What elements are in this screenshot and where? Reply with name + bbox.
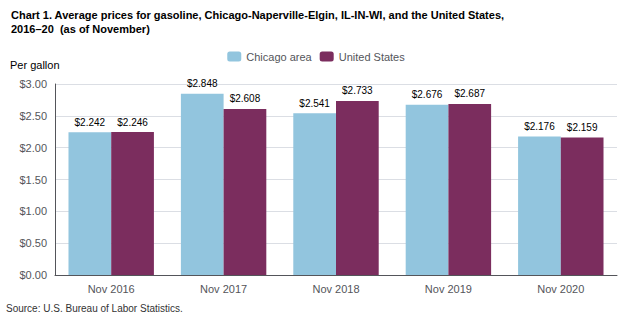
- svg-text:$2.00: $2.00: [19, 142, 47, 154]
- svg-text:$2.50: $2.50: [19, 110, 47, 122]
- svg-text:Nov 2020: Nov 2020: [537, 283, 584, 295]
- svg-text:$2.676: $2.676: [412, 89, 443, 100]
- svg-text:$2.159: $2.159: [567, 122, 598, 133]
- svg-text:Chart 1. Average prices for ga: Chart 1. Average prices for gasoline, Ch…: [11, 9, 504, 21]
- svg-text:$2.242: $2.242: [75, 117, 106, 128]
- svg-text:$2.608: $2.608: [230, 93, 261, 104]
- svg-text:$2.848: $2.848: [187, 78, 218, 89]
- svg-text:$1.50: $1.50: [19, 174, 47, 186]
- svg-text:Nov 2019: Nov 2019: [425, 283, 472, 295]
- svg-text:$0.00: $0.00: [19, 269, 47, 281]
- svg-text:$2.733: $2.733: [342, 85, 373, 96]
- svg-text:Source: U.S. Bureau of Labor S: Source: U.S. Bureau of Labor Statistics.: [6, 303, 183, 314]
- svg-text:2016–20 (as of November): 2016–20 (as of November): [11, 23, 150, 35]
- svg-text:Nov 2018: Nov 2018: [312, 283, 359, 295]
- svg-text:Nov 2016: Nov 2016: [88, 283, 135, 295]
- svg-text:United States: United States: [339, 51, 406, 63]
- svg-text:$2.687: $2.687: [454, 88, 485, 99]
- svg-text:$2.246: $2.246: [117, 117, 148, 128]
- svg-text:$1.00: $1.00: [19, 205, 47, 217]
- svg-text:$0.50: $0.50: [19, 237, 47, 249]
- svg-text:$2.176: $2.176: [524, 121, 555, 132]
- svg-text:Per gallon: Per gallon: [10, 59, 60, 71]
- svg-text:Chicago area: Chicago area: [246, 51, 312, 63]
- svg-text:Nov 2017: Nov 2017: [200, 283, 247, 295]
- svg-text:$2.541: $2.541: [299, 98, 330, 109]
- svg-text:$3.00: $3.00: [19, 78, 47, 90]
